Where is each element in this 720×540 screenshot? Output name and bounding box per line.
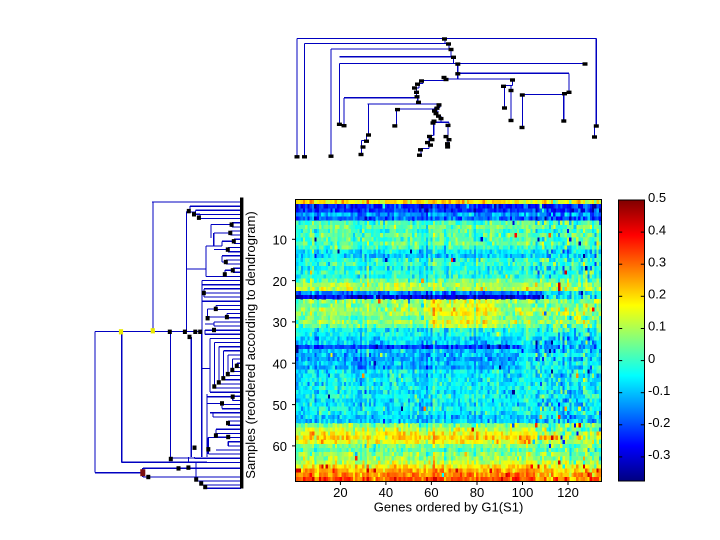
svg-text:0.5: 0.5 bbox=[648, 190, 666, 205]
svg-text:50: 50 bbox=[273, 398, 287, 413]
svg-text:-0.1: -0.1 bbox=[648, 383, 670, 398]
svg-text:20: 20 bbox=[333, 485, 347, 500]
svg-text:0.3: 0.3 bbox=[648, 254, 666, 269]
svg-text:80: 80 bbox=[470, 485, 484, 500]
svg-text:Samples (reordered according t: Samples (reordered according to dendrogr… bbox=[243, 211, 258, 478]
svg-text:120: 120 bbox=[557, 485, 579, 500]
svg-text:60: 60 bbox=[273, 439, 287, 454]
svg-text:60: 60 bbox=[424, 485, 438, 500]
svg-text:30: 30 bbox=[273, 315, 287, 330]
svg-text:-0.3: -0.3 bbox=[648, 447, 670, 462]
svg-text:40: 40 bbox=[273, 356, 287, 371]
svg-text:10: 10 bbox=[273, 233, 287, 248]
svg-text:0.4: 0.4 bbox=[648, 222, 666, 237]
svg-text:Genes ordered by G1(S1): Genes ordered by G1(S1) bbox=[374, 500, 524, 515]
svg-text:0.2: 0.2 bbox=[648, 287, 666, 302]
svg-text:0: 0 bbox=[648, 351, 655, 366]
svg-text:40: 40 bbox=[379, 485, 393, 500]
svg-text:100: 100 bbox=[512, 485, 534, 500]
svg-text:-0.2: -0.2 bbox=[648, 415, 670, 430]
svg-text:20: 20 bbox=[273, 274, 287, 289]
svg-text:0.1: 0.1 bbox=[648, 319, 666, 334]
